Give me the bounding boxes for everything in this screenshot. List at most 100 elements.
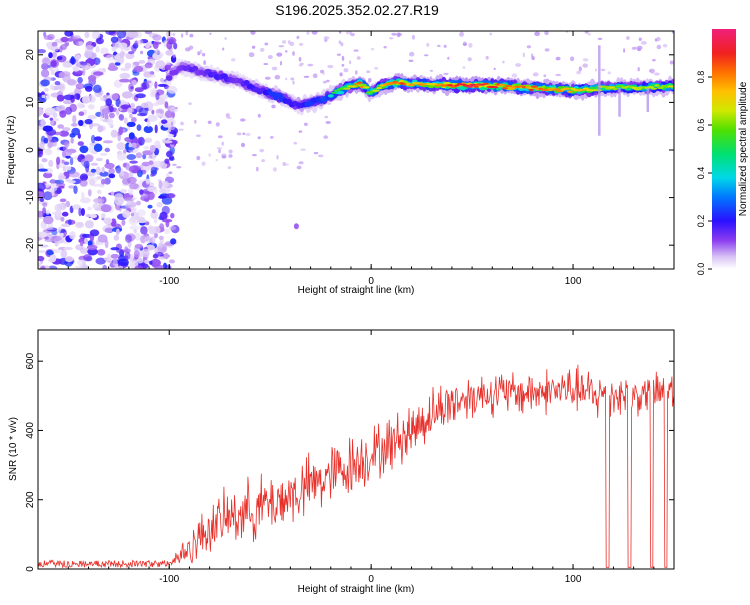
noise-blob — [84, 118, 93, 125]
noise-blob — [169, 125, 176, 131]
snr-plot-area — [38, 330, 674, 569]
noise-blob — [341, 55, 345, 61]
noise-blob — [353, 49, 359, 52]
noise-blob — [155, 92, 160, 100]
noise-blob — [95, 257, 106, 265]
noise-blob — [41, 158, 48, 163]
noise-blob — [87, 115, 97, 120]
noise-blob — [97, 125, 104, 133]
ridge-cell — [670, 85, 674, 88]
noise-blob — [396, 32, 401, 38]
noise-blob — [391, 32, 397, 36]
noise-blob — [69, 231, 76, 240]
noise-blob — [201, 161, 206, 166]
noise-blob — [84, 237, 88, 245]
noise-blob — [57, 83, 64, 90]
noise-blob — [84, 45, 95, 50]
noise-blob — [166, 151, 173, 158]
snr-x-axis-label: Height of straight line (km) — [298, 584, 415, 595]
noise-blob — [597, 37, 603, 41]
noise-blob — [261, 159, 265, 163]
noise-blob — [511, 73, 518, 78]
x-tick-label: 100 — [565, 276, 582, 287]
noise-blob — [89, 213, 98, 219]
x-tick-label: -100 — [159, 574, 179, 585]
noise-blob — [82, 95, 90, 104]
noise-blob — [49, 59, 60, 68]
noise-blob — [50, 69, 55, 76]
noise-blob — [93, 71, 104, 76]
noise-blob — [147, 114, 158, 123]
noise-blob — [108, 167, 115, 175]
noise-blob — [54, 81, 61, 86]
noise-blob — [104, 177, 111, 185]
ridge-cell — [650, 87, 658, 90]
noise-blob — [70, 137, 74, 144]
noise-blob — [389, 37, 394, 40]
noise-blob — [299, 43, 304, 46]
noise-blob — [271, 104, 276, 109]
noise-blob — [72, 66, 80, 72]
noise-blob — [136, 257, 145, 264]
noise-blob — [116, 142, 126, 151]
x-tick-label: 0 — [368, 276, 374, 287]
noise-blob — [125, 234, 132, 243]
noise-blob — [207, 120, 212, 125]
ridge-cell — [327, 94, 334, 98]
noise-blob — [84, 220, 94, 229]
noise-blob — [118, 114, 125, 121]
noise-blob — [161, 119, 168, 124]
noise-blob — [216, 147, 223, 150]
noise-blob — [145, 74, 156, 78]
noise-blob — [458, 32, 465, 37]
noise-blob — [105, 54, 117, 61]
noise-blob — [584, 31, 589, 34]
noise-blob — [300, 148, 306, 151]
noise-blob — [298, 56, 302, 62]
noise-blob — [96, 176, 103, 180]
noise-blob — [68, 219, 72, 226]
noise-blob — [264, 42, 269, 46]
noise-blob — [424, 54, 429, 57]
noise-blob — [129, 182, 139, 190]
noise-blob — [161, 205, 170, 215]
noise-blob — [80, 241, 84, 247]
noise-blob — [41, 94, 46, 99]
noise-blob — [40, 69, 50, 78]
noise-blob — [76, 259, 86, 266]
noise-blob — [228, 154, 233, 158]
snr-series-layer — [38, 364, 674, 569]
noise-blob — [143, 145, 150, 150]
noise-blob — [162, 140, 173, 144]
noise-blob — [49, 254, 57, 263]
noise-blob — [111, 46, 117, 52]
noise-blob — [56, 182, 66, 188]
noise-blob — [108, 112, 115, 119]
noise-blob — [51, 187, 55, 197]
noise-blob — [95, 242, 104, 246]
noise-blob — [141, 102, 149, 108]
noise-blob — [111, 190, 115, 196]
noise-blob — [110, 129, 118, 138]
noise-blob — [489, 32, 493, 36]
noise-blob — [140, 226, 148, 235]
noise-blob — [128, 165, 139, 174]
noise-blob — [49, 117, 53, 121]
noise-blob — [123, 149, 127, 155]
noise-blob — [61, 211, 69, 217]
noise-blob — [60, 223, 71, 228]
noise-blob — [100, 204, 112, 213]
noise-blob — [69, 157, 74, 166]
noise-blob — [44, 87, 49, 92]
noise-blob — [671, 31, 674, 34]
noise-blob — [82, 68, 86, 76]
ridge-cell — [336, 90, 345, 95]
noise-blob — [263, 63, 269, 65]
noise-blob — [52, 112, 58, 118]
y-tick-label: 400 — [25, 422, 36, 439]
noise-blob — [170, 238, 177, 245]
noise-blob — [58, 226, 62, 232]
ridge-cell — [499, 83, 505, 86]
noise-blob — [144, 31, 153, 35]
noise-blob — [462, 66, 466, 69]
